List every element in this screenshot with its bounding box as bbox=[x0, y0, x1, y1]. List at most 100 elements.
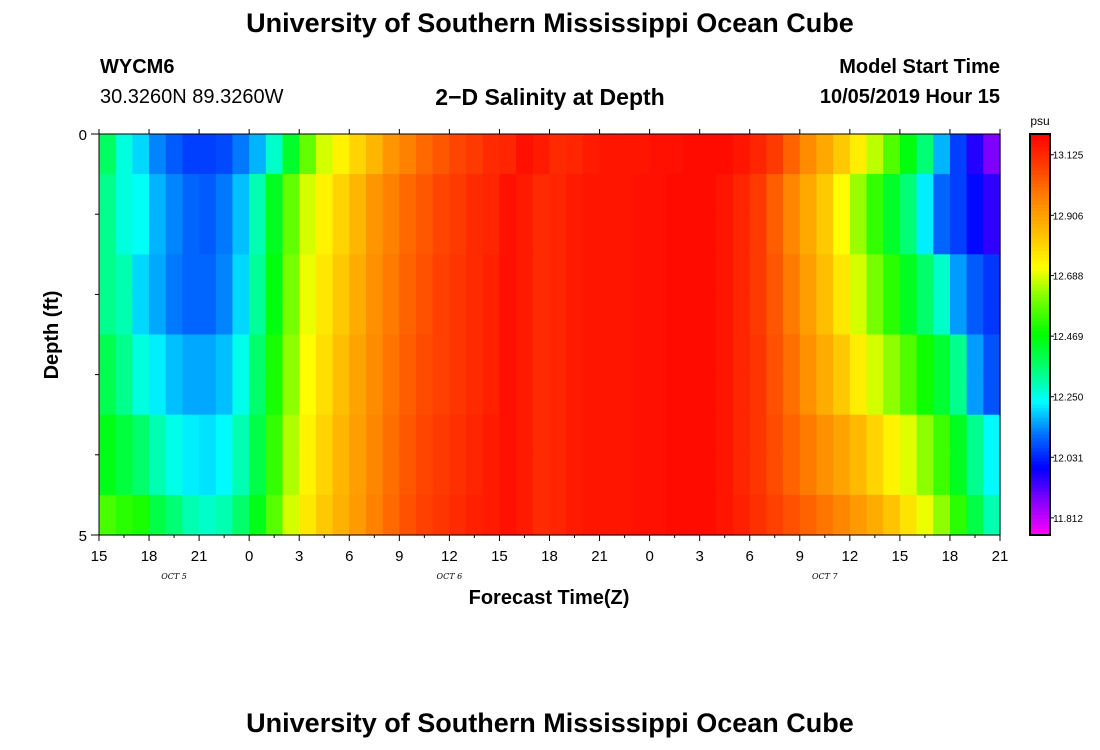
colorbar-segment bbox=[1030, 441, 1050, 446]
heatmap-cell bbox=[349, 374, 367, 416]
heatmap-cell bbox=[499, 254, 517, 295]
heatmap-cell bbox=[466, 374, 484, 416]
heatmap-cell bbox=[766, 294, 784, 336]
heatmap-cell bbox=[516, 214, 534, 255]
heatmap-cell bbox=[749, 334, 768, 376]
colorbar-segment bbox=[1030, 324, 1050, 329]
x-tick-label: 18 bbox=[541, 548, 558, 565]
heatmap-cell bbox=[165, 294, 184, 336]
heatmap-cell bbox=[132, 174, 150, 215]
heatmap-cell bbox=[682, 254, 701, 295]
colorbar-segment bbox=[1030, 454, 1050, 459]
heatmap-cell bbox=[599, 494, 617, 536]
x-tick-label: 21 bbox=[591, 548, 608, 565]
heatmap-cell bbox=[332, 414, 350, 456]
heatmap-cell bbox=[149, 214, 167, 255]
heatmap-cell bbox=[883, 374, 901, 416]
heatmap-cell bbox=[799, 494, 818, 536]
heatmap-cell bbox=[532, 254, 551, 295]
heatmap-cell bbox=[232, 454, 250, 496]
heatmap-cell bbox=[416, 214, 434, 255]
heatmap-cell bbox=[115, 134, 133, 175]
heatmap-cell bbox=[933, 494, 951, 536]
heatmap-cell bbox=[299, 214, 317, 255]
heatmap-cell bbox=[966, 214, 984, 255]
heatmap-cell bbox=[916, 374, 934, 416]
heatmap-cell bbox=[149, 414, 167, 456]
heatmap-cell bbox=[365, 134, 384, 175]
heatmap-cell bbox=[649, 494, 667, 536]
heatmap-cell bbox=[532, 454, 551, 496]
heatmap-cell bbox=[532, 494, 551, 536]
heatmap-cell bbox=[165, 174, 184, 215]
heatmap-cell bbox=[632, 494, 651, 536]
colorbar-segment bbox=[1030, 254, 1050, 259]
heatmap-cell bbox=[866, 454, 884, 496]
heatmap-cell bbox=[149, 374, 167, 416]
heatmap-cell bbox=[365, 294, 384, 336]
heatmap-cell bbox=[566, 294, 584, 336]
heatmap-cell bbox=[949, 334, 968, 376]
heatmap-cell bbox=[966, 334, 984, 376]
colorbar-segment bbox=[1030, 464, 1050, 469]
heatmap-cell bbox=[499, 334, 517, 376]
heatmap-cell bbox=[616, 254, 634, 295]
heatmap-cell bbox=[182, 174, 200, 215]
heatmap-cell bbox=[833, 454, 851, 496]
heatmap-cell bbox=[449, 174, 467, 215]
heatmap-cell bbox=[632, 294, 651, 336]
heatmap-cell bbox=[516, 414, 534, 456]
heatmap-cell bbox=[949, 254, 968, 295]
colorbar-segment bbox=[1030, 531, 1050, 536]
heatmap-cell bbox=[749, 374, 768, 416]
heatmap-cell bbox=[966, 494, 984, 536]
heatmap-cell bbox=[949, 294, 968, 336]
heatmap-cell bbox=[132, 294, 150, 336]
colorbar-segment bbox=[1030, 210, 1050, 215]
colorbar-segment bbox=[1030, 518, 1050, 523]
heatmap-cell bbox=[582, 134, 601, 175]
colorbar-frame bbox=[1029, 133, 1051, 536]
heatmap-cell bbox=[516, 454, 534, 496]
heatmap-cell bbox=[733, 254, 751, 295]
heatmap-cell bbox=[365, 174, 384, 215]
colorbar-segment bbox=[1030, 528, 1050, 533]
heatmap-cell bbox=[265, 494, 284, 536]
heatmap-cell bbox=[365, 454, 384, 496]
heatmap-cell bbox=[466, 414, 484, 456]
heatmap-cell bbox=[149, 454, 167, 496]
heatmap-cell bbox=[199, 334, 217, 376]
heatmap-cell bbox=[132, 254, 150, 295]
colorbar-segment bbox=[1030, 431, 1050, 436]
heatmap-cell bbox=[99, 454, 117, 496]
heatmap-cell bbox=[532, 414, 551, 456]
heatmap-cell bbox=[949, 174, 968, 215]
heatmap-cell bbox=[199, 134, 217, 175]
colorbar-segment bbox=[1030, 167, 1050, 172]
heatmap-cell bbox=[632, 214, 651, 255]
heatmap-cell bbox=[232, 334, 250, 376]
heatmap-cell bbox=[849, 334, 868, 376]
heatmap-cell bbox=[983, 134, 1001, 175]
station-id: WYCM6 bbox=[100, 56, 175, 78]
heatmap-cell bbox=[315, 214, 334, 255]
heatmap-cell bbox=[416, 374, 434, 416]
heatmap-cell bbox=[616, 174, 634, 215]
heatmap-cell bbox=[649, 374, 667, 416]
heatmap-cell bbox=[733, 494, 751, 536]
heatmap-cell bbox=[215, 454, 234, 496]
heatmap-cell bbox=[199, 454, 217, 496]
colorbar-segment bbox=[1030, 504, 1050, 509]
colorbar-segment bbox=[1030, 391, 1050, 396]
colorbar-segment bbox=[1030, 180, 1050, 185]
heatmap-cell bbox=[833, 254, 851, 295]
heatmap-cell bbox=[566, 494, 584, 536]
colorbar-segment bbox=[1030, 250, 1050, 255]
heatmap-cell bbox=[749, 174, 768, 215]
heatmap-cell bbox=[949, 414, 968, 456]
heatmap-cell bbox=[716, 174, 734, 215]
heatmap-cell bbox=[616, 334, 634, 376]
heatmap-cell bbox=[716, 494, 734, 536]
heatmap-cell bbox=[849, 454, 868, 496]
colorbar-tick-label: 12.031 bbox=[1053, 453, 1084, 464]
